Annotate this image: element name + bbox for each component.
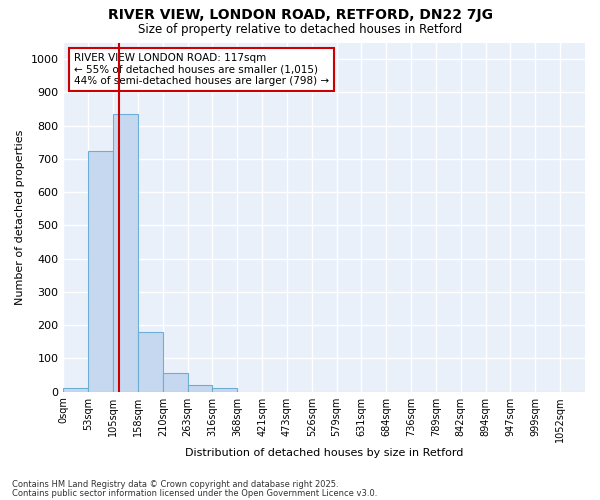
Bar	[212, 388, 237, 392]
Text: RIVER VIEW, LONDON ROAD, RETFORD, DN22 7JG: RIVER VIEW, LONDON ROAD, RETFORD, DN22 7…	[107, 8, 493, 22]
Bar	[138, 332, 163, 392]
Text: Contains public sector information licensed under the Open Government Licence v3: Contains public sector information licen…	[12, 488, 377, 498]
Bar	[64, 388, 88, 392]
Y-axis label: Number of detached properties: Number of detached properties	[15, 130, 25, 304]
Bar	[163, 374, 188, 392]
Text: Size of property relative to detached houses in Retford: Size of property relative to detached ho…	[138, 22, 462, 36]
Bar	[113, 114, 138, 392]
Text: Contains HM Land Registry data © Crown copyright and database right 2025.: Contains HM Land Registry data © Crown c…	[12, 480, 338, 489]
X-axis label: Distribution of detached houses by size in Retford: Distribution of detached houses by size …	[185, 448, 463, 458]
Bar	[88, 150, 113, 392]
Bar	[188, 385, 212, 392]
Text: RIVER VIEW LONDON ROAD: 117sqm
← 55% of detached houses are smaller (1,015)
44% : RIVER VIEW LONDON ROAD: 117sqm ← 55% of …	[74, 53, 329, 86]
